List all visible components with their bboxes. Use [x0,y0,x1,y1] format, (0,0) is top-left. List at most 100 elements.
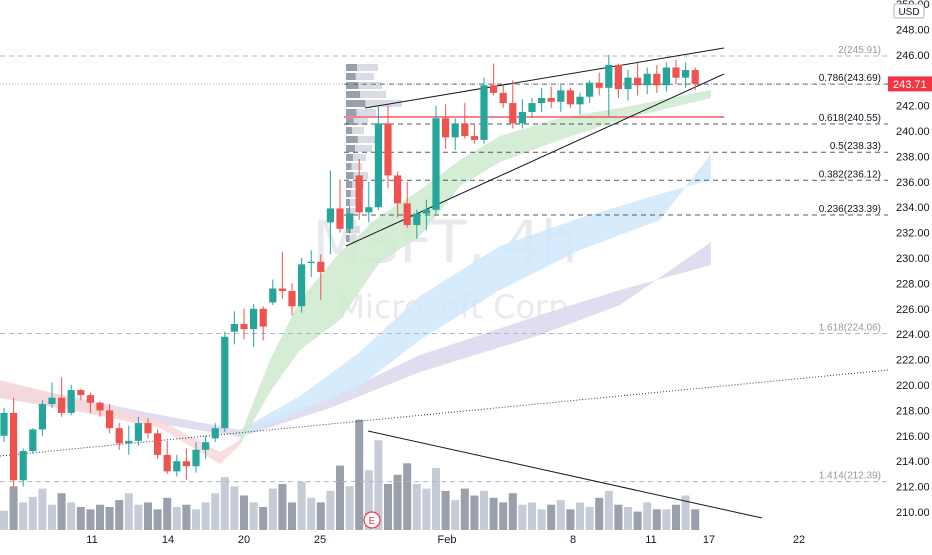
candle-body [384,123,392,176]
volume-bar [249,502,258,530]
candle-body [202,442,210,450]
candle-body [154,433,162,455]
volume-profile-bar [352,127,364,134]
volume-bar [86,509,95,530]
candle-body [480,85,488,140]
volume-bar [412,484,421,530]
price-tick: 230.00 [896,253,930,265]
volume-profile-bar [350,226,360,233]
candle-body [509,103,517,124]
volume-bar [422,488,431,530]
price-tick: 248.00 [896,24,930,36]
candle-body [595,82,603,88]
volume-bar [326,490,335,530]
candle-body [221,336,229,429]
price-tick: 232.00 [896,228,930,240]
volume-profile-bar [346,145,356,152]
candle-body [58,397,66,413]
volume-bar [614,504,623,530]
price-tick: 224.00 [896,329,930,341]
candle-body [163,454,171,472]
volume-profile-bar [355,73,374,80]
volume-bar [364,470,373,530]
price-axis: 210.00 212.00 214.00 216.00 218.00 220.00 222.… [896,24,930,519]
ma-band [0,380,240,464]
volume-profile-bar [346,199,351,206]
price-tick: 236.00 [896,177,930,189]
volume-bar [115,500,124,530]
trend-line-upper[interactable] [364,47,725,109]
fib-label: 0.5(238.33) [830,141,881,152]
time-tick: Feb [438,534,457,546]
volume-profile-bar [346,109,357,116]
volume-bar [384,484,392,530]
candle-body [192,449,200,467]
candle-body [288,291,296,307]
volume-profile-bar [346,91,360,98]
volume-bar [480,490,488,530]
volume-profile-bar [346,82,359,89]
volume-profile-bar [353,118,368,125]
candle-body [230,324,238,332]
price-tick: 218.00 [896,405,930,417]
volume-bar [537,509,546,530]
candle-body [125,440,133,444]
fib-levels: 2(245.91) 0.786(243.69) 0.618(240.55) 0.5(2… [0,45,888,483]
earnings-icon[interactable] [363,511,381,529]
trend-line-volume[interactable] [367,430,763,519]
volume-bar [201,502,210,530]
volume-bar [547,504,556,530]
volume-profile-bar [356,109,376,116]
candle-body [259,308,267,327]
volume-profile-bar [355,145,372,152]
volume-bar [691,509,700,530]
volume-bar [345,486,354,530]
volume-bar [268,488,277,530]
candle-body [403,203,411,225]
ma-band [240,154,711,437]
ma-band [240,90,711,445]
volume-bar [441,490,450,530]
volume-profile-bar [346,172,354,179]
fib-label: 1.618(224.06) [819,322,881,333]
volume-profile-bar [357,136,380,143]
volume-bar [153,509,162,530]
candle-body [240,324,248,330]
volume-profile-bar [346,163,352,170]
volume-profile-bar [358,82,382,89]
volume-bar [518,504,527,530]
candle-body [211,428,219,439]
candle-body [173,461,181,472]
volume-bar [624,507,632,530]
volume-bar [124,493,133,530]
candle-body [432,118,440,210]
candle-body [19,451,27,481]
candle-body [250,308,258,330]
candle-body [77,390,85,396]
fib-label: 1.414(212.39) [819,471,881,482]
time-tick: 11 [86,534,97,546]
price-tick: 246.00 [896,50,930,62]
volume-bar [220,477,229,530]
volume-bar [163,497,172,530]
volume-bar [374,440,383,530]
earnings-marker[interactable]: E [363,511,381,529]
volume-bar [316,502,325,530]
volume-bar [19,502,28,530]
candle-body [10,412,18,481]
volume-bar [96,504,104,530]
price-tick: 242.00 [896,101,930,113]
volume-bar [432,467,440,530]
volume-bar [566,509,575,530]
volume-bar [144,502,152,530]
candle-body [557,90,565,102]
volume-profile-bar [349,235,356,242]
volume-profile-bar [360,91,386,98]
volume-bar [556,500,565,530]
volume-bar [576,502,584,530]
candle-body [538,97,546,104]
volume-bar [48,504,56,530]
volume-profile-bar [346,73,356,80]
